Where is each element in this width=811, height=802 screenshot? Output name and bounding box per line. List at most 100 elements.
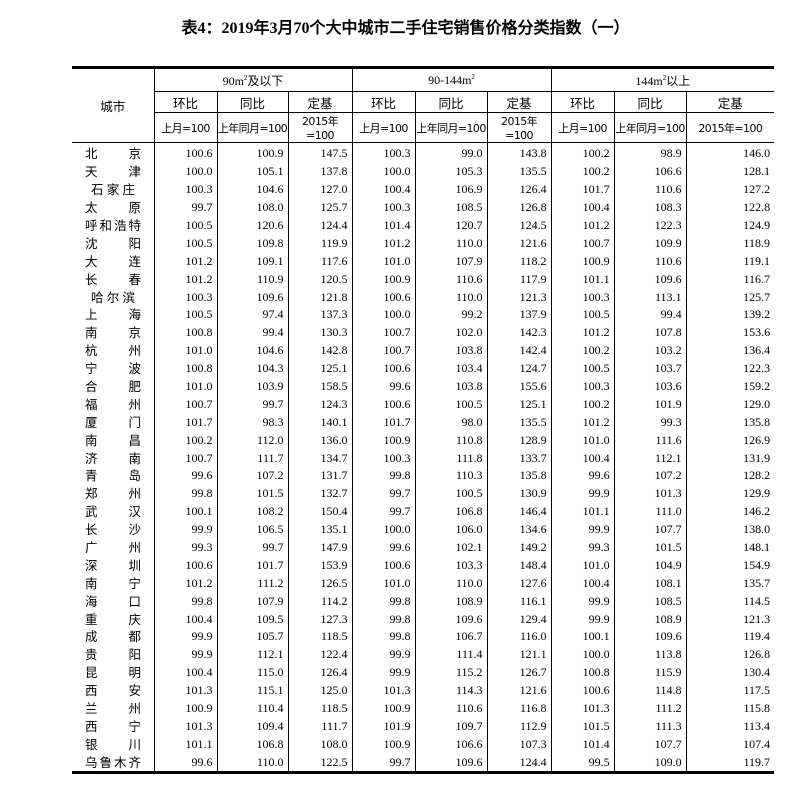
city-name: 杭州 <box>85 343 141 359</box>
value-cell: 100.5 <box>153 216 217 235</box>
city-cell: 长沙 <box>72 521 154 539</box>
value-cell: 148.4 <box>486 556 552 575</box>
table-row: 沈阳 100.5 109.8 119.9 101.2 110.0 121.6 100.7 109… <box>72 234 775 253</box>
value-cell: 100.5 <box>414 484 488 503</box>
value-cell: 100.1 <box>153 502 217 521</box>
value-cell: 155.6 <box>486 377 552 396</box>
value-cell: 134.7 <box>287 449 353 468</box>
value-cell: 110.0 <box>414 234 488 253</box>
value-cell: 100.6 <box>153 142 217 163</box>
value-cell: 122.3 <box>685 359 775 378</box>
value-cell: 100.6 <box>351 395 416 414</box>
value-cell: 107.9 <box>414 252 488 271</box>
base-header: 上月=100 <box>154 112 218 143</box>
value-cell: 106.5 <box>216 520 288 539</box>
city-name: 青岛 <box>85 468 141 484</box>
value-cell: 111.6 <box>613 431 687 450</box>
value-cell: 99.9 <box>351 663 416 682</box>
value-cell: 146.4 <box>486 502 552 521</box>
value-cell: 115.0 <box>216 663 288 682</box>
value-cell: 142.3 <box>486 323 552 342</box>
value-cell: 124.7 <box>486 359 552 378</box>
table-row: 兰州 100.9 110.4 118.5 100.9 110.6 116.8 101.3 111… <box>72 699 775 718</box>
value-cell: 100.7 <box>351 341 416 360</box>
value-cell: 99.7 <box>153 198 217 217</box>
value-cell: 137.8 <box>287 162 353 181</box>
value-cell: 112.0 <box>216 431 288 450</box>
value-cell: 129.0 <box>685 395 775 414</box>
city-name: 呼和浩特 <box>85 218 141 233</box>
value-cell: 99.7 <box>216 538 288 557</box>
value-cell: 97.4 <box>216 306 288 324</box>
group-header: 90m2及以下 <box>153 67 353 92</box>
value-cell: 119.1 <box>685 252 775 271</box>
value-cell: 110.6 <box>414 270 488 289</box>
value-cell: 150.4 <box>287 502 353 521</box>
table-row: 厦门 101.7 98.3 140.1 101.7 98.0 135.5 101.2 99.3 1… <box>72 413 775 432</box>
value-cell: 153.6 <box>685 323 775 342</box>
value-cell: 138.0 <box>685 520 775 539</box>
value-cell: 107.2 <box>216 467 288 485</box>
value-cell: 135.5 <box>486 413 552 432</box>
value-cell: 99.9 <box>351 645 416 664</box>
value-cell: 99.6 <box>351 538 416 557</box>
city-name: 重庆 <box>85 611 141 627</box>
value-cell: 113.8 <box>613 645 687 664</box>
value-cell: 154.9 <box>685 556 775 575</box>
city-name: 贵阳 <box>85 647 141 663</box>
value-cell: 108.1 <box>613 574 687 593</box>
table-row: 海口 99.8 107.9 114.2 99.8 108.9 116.1 99.9 108.5 1… <box>72 592 775 611</box>
value-cell: 126.4 <box>287 663 353 682</box>
city-name: 石家庄 <box>91 182 135 198</box>
city-cell: 天津 <box>72 163 154 181</box>
metric-header: 同比 <box>613 91 687 113</box>
value-cell: 118.5 <box>287 699 353 718</box>
value-cell: 100.7 <box>550 234 615 253</box>
base-header: 上月=100 <box>351 112 416 143</box>
value-cell: 100.5 <box>550 359 615 378</box>
value-cell: 106.6 <box>613 162 687 181</box>
value-cell: 118.9 <box>685 234 775 253</box>
value-cell: 104.6 <box>216 180 288 199</box>
value-cell: 99.7 <box>351 753 416 773</box>
table-row: 西宁 101.3 109.4 111.7 101.9 109.7 112.9 101.5 111… <box>72 717 775 736</box>
value-cell: 130.9 <box>486 484 552 503</box>
city-cell: 贵阳 <box>72 646 154 664</box>
value-cell: 129.9 <box>685 484 775 503</box>
table-row: 长沙 99.9 106.5 135.1 100.0 106.0 134.6 99.9 107.7… <box>72 520 775 539</box>
city-name: 昆明 <box>85 665 141 681</box>
table-row: 南宁 101.2 111.2 126.5 101.0 110.0 127.6 100.4 108… <box>72 574 775 593</box>
base-header: 2015年=100 <box>685 112 775 143</box>
value-cell: 99.9 <box>153 645 217 664</box>
table-row: 武汉 100.1 108.2 150.4 99.7 106.8 146.4 101.1 111.… <box>72 502 775 521</box>
value-cell: 101.3 <box>153 681 217 700</box>
value-cell: 107.3 <box>486 735 552 754</box>
value-cell: 107.4 <box>685 735 775 754</box>
value-cell: 107.7 <box>613 735 687 754</box>
city-name: 南宁 <box>85 575 141 591</box>
base-header: 2015年=100 <box>486 112 552 143</box>
value-cell: 99.5 <box>550 753 615 773</box>
city-name: 南京 <box>85 325 141 341</box>
value-cell: 99.3 <box>153 538 217 557</box>
city-name: 西安 <box>85 683 141 699</box>
value-cell: 110.0 <box>216 753 288 773</box>
value-cell: 109.5 <box>216 610 288 629</box>
value-cell: 106.6 <box>414 735 488 754</box>
value-cell: 135.1 <box>287 520 353 539</box>
value-cell: 108.5 <box>613 592 687 611</box>
value-cell: 125.0 <box>287 681 353 700</box>
value-cell: 103.2 <box>613 341 687 360</box>
city-name: 合肥 <box>85 379 141 395</box>
value-cell: 99.8 <box>153 592 217 611</box>
city-cell: 西宁 <box>72 718 154 736</box>
value-cell: 104.9 <box>613 556 687 575</box>
value-cell: 100.3 <box>550 377 615 396</box>
value-cell: 101.2 <box>550 323 615 342</box>
value-cell: 119.9 <box>287 234 353 253</box>
city-name: 武汉 <box>85 504 141 520</box>
value-cell: 99.6 <box>550 467 615 485</box>
value-cell: 106.7 <box>414 628 488 646</box>
group-sup: 2 <box>243 73 248 82</box>
value-cell: 100.0 <box>153 162 217 181</box>
